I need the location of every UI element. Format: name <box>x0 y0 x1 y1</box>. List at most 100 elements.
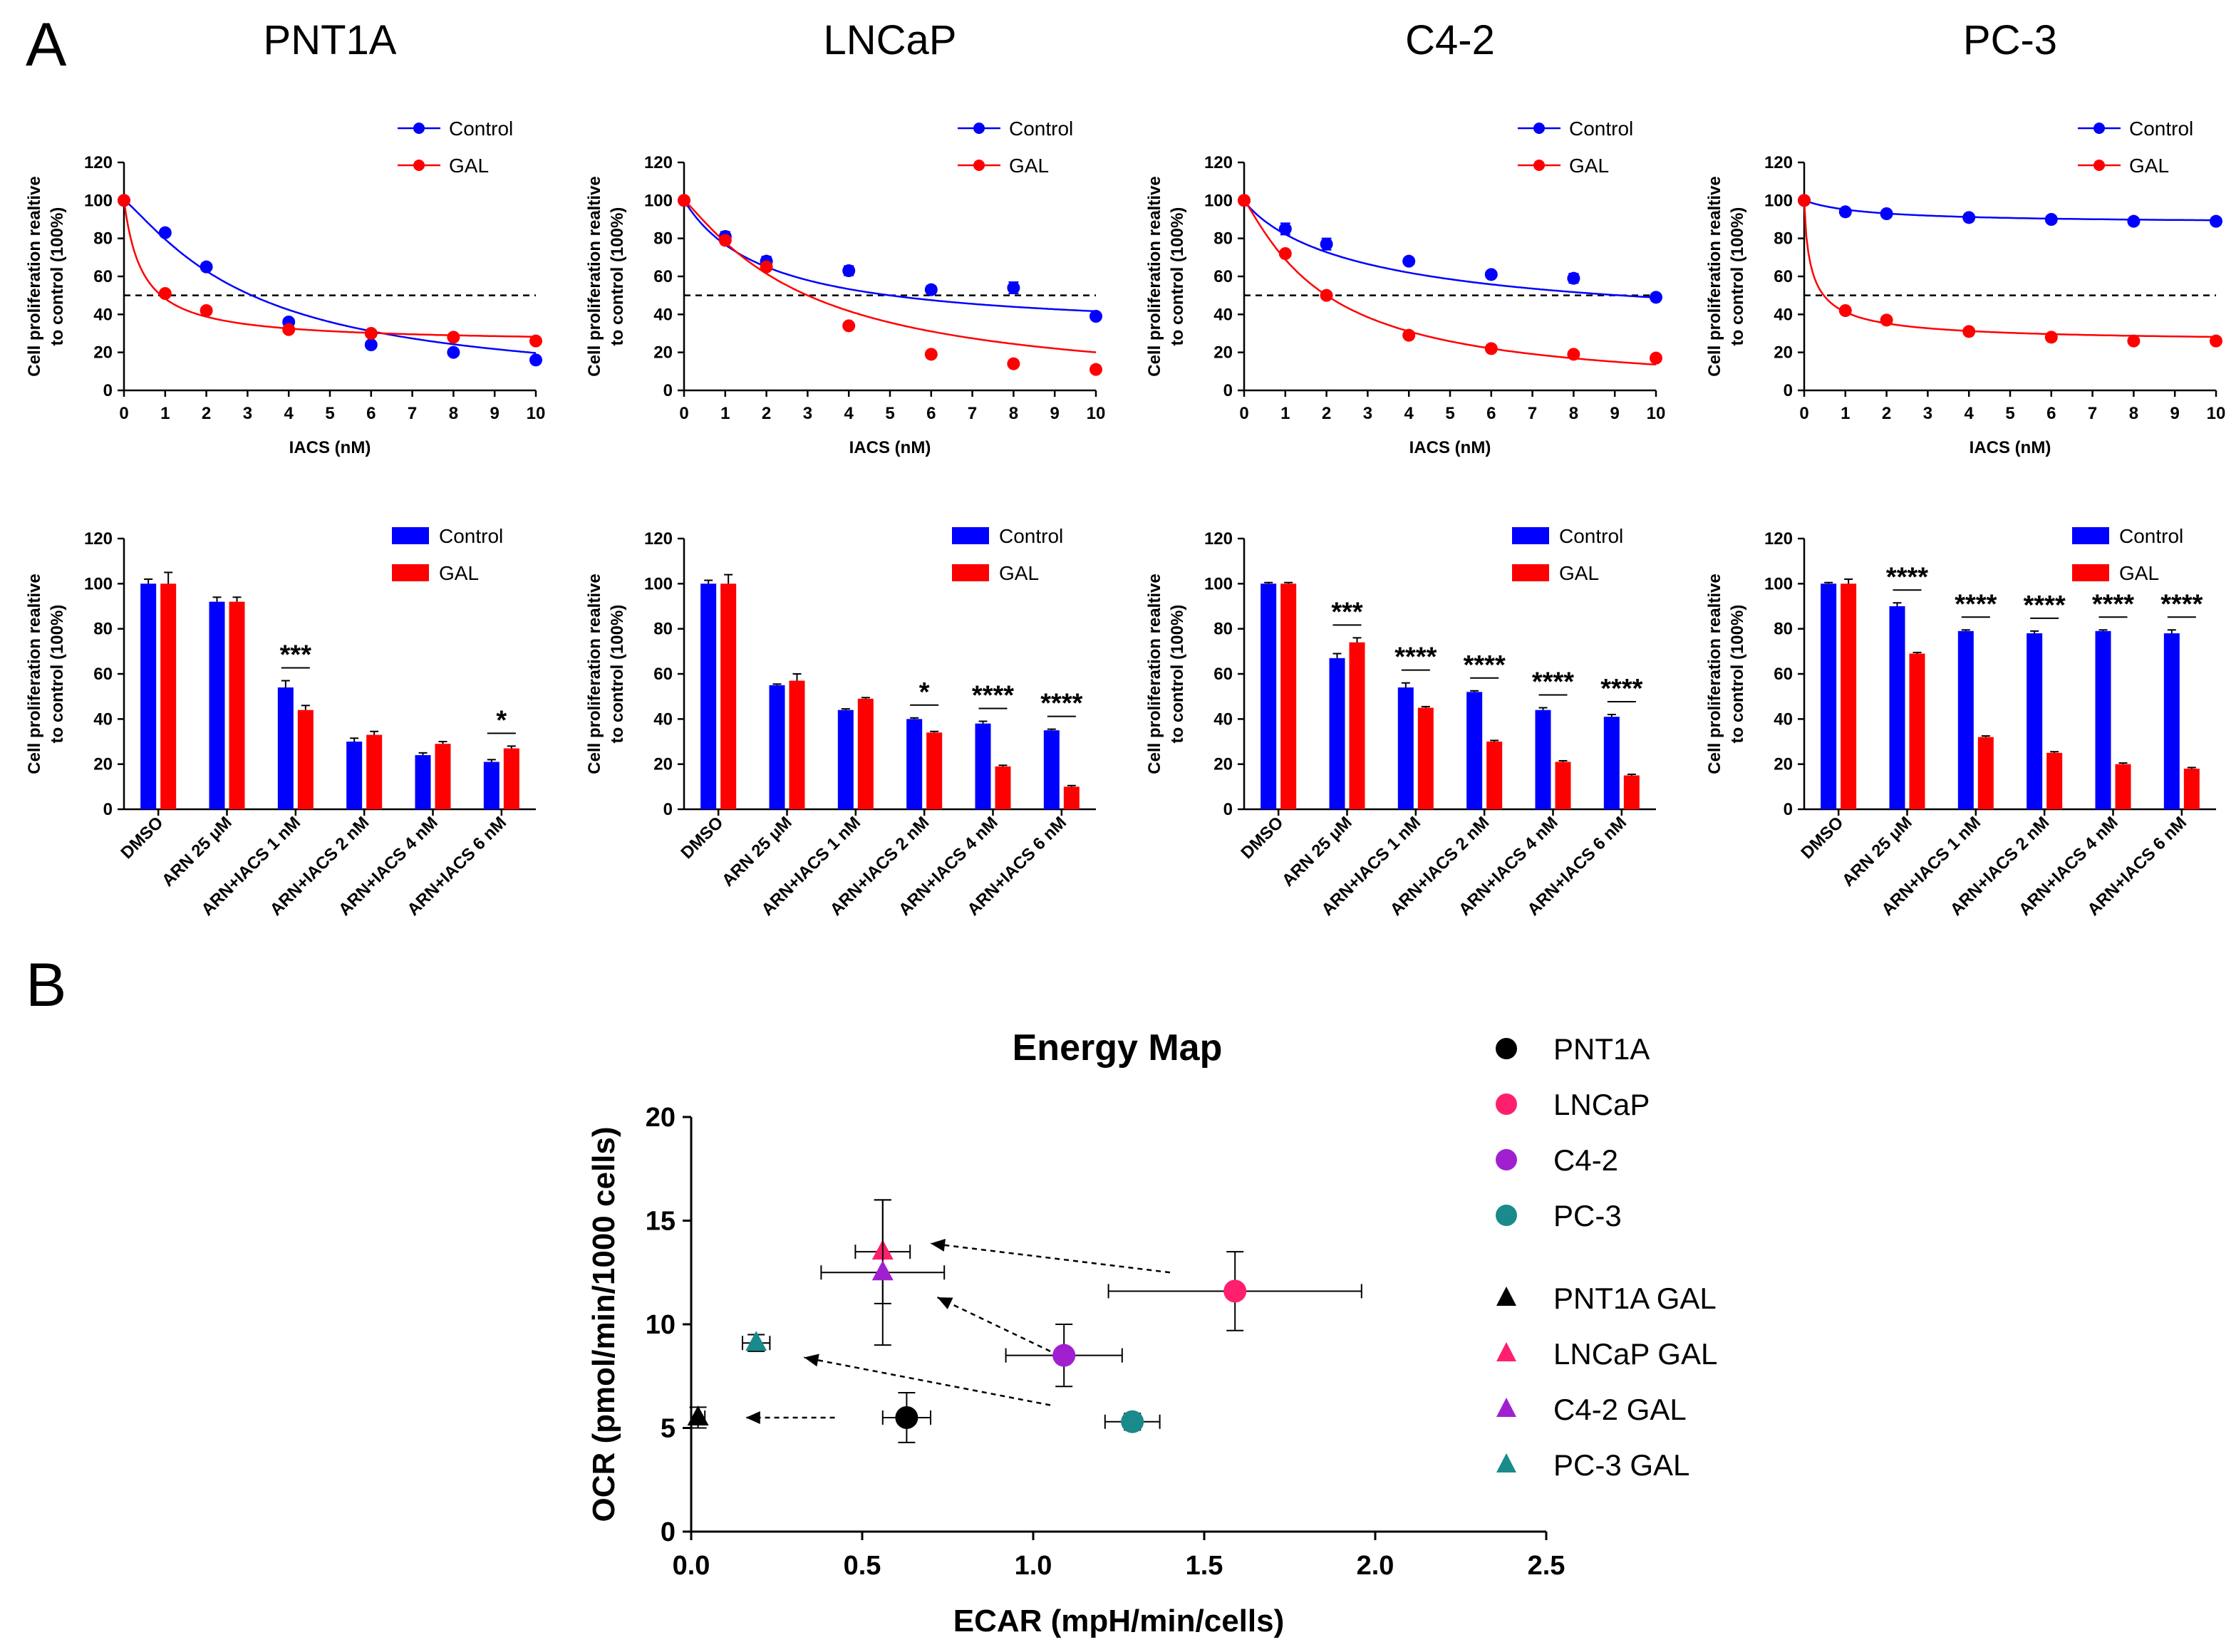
y-axis-label: OCR (pmol/min/1000 cells) <box>586 1126 621 1522</box>
data-point-control <box>1567 271 1580 285</box>
x-tick-label: 5 <box>2005 404 2014 423</box>
y-tick-label: 120 <box>644 153 673 172</box>
shift-arrow-head <box>937 1297 953 1309</box>
legend-swatch-gal <box>392 564 429 581</box>
y-tick-label: 80 <box>1213 229 1233 249</box>
bar-gal <box>229 601 245 809</box>
x-tick-label: 5 <box>325 404 334 423</box>
x-tick-label: 0 <box>1239 404 1248 423</box>
y-axis-label-line2: to control (100%) <box>1168 207 1187 346</box>
y-tick-label: 20 <box>1774 343 1793 363</box>
fit-curve-control <box>1803 199 2217 222</box>
y-tick-label: 80 <box>653 229 673 249</box>
x-tick-label: 7 <box>968 404 977 423</box>
y-tick-label: 60 <box>93 665 113 684</box>
data-point-gal <box>1402 328 1416 342</box>
x-tick-label: 2.5 <box>1528 1551 1565 1581</box>
bar-control <box>415 755 431 809</box>
y-tick-label: 20 <box>646 1103 676 1133</box>
panel-label-b: B <box>26 951 66 1019</box>
significance-stars: **** <box>1040 689 1082 719</box>
y-tick-label: 100 <box>1764 574 1793 593</box>
legend-label-lncap-gal: LNCaP GAL <box>1553 1337 1717 1371</box>
bar-control <box>906 719 923 809</box>
bar-gal <box>1909 653 1925 809</box>
data-point-gal <box>282 323 296 336</box>
legend-label-pc-3-gal: PC-3 GAL <box>1553 1448 1689 1482</box>
bar-control <box>2027 633 2043 809</box>
significance-stars: **** <box>1955 589 1997 619</box>
x-tick-label: 8 <box>2129 404 2138 423</box>
chart-title: LNCaP <box>824 17 957 63</box>
bar-gal <box>435 744 451 809</box>
y-axis-label-line2: to control (100%) <box>608 207 627 346</box>
data-point-gal <box>2044 331 2058 344</box>
data-point-control <box>1880 207 1893 220</box>
legend-swatch-gal <box>1512 564 1549 581</box>
legend-marker-c4-2 <box>1496 1149 1517 1170</box>
legend-marker-pc-3 <box>1496 1205 1517 1226</box>
legend-label-c4-2: C4-2 <box>1553 1143 1618 1177</box>
x-tick-label: 7 <box>2088 404 2097 423</box>
y-tick-label: 60 <box>93 267 113 286</box>
y-tick-label: 60 <box>1774 665 1793 684</box>
legend-label-control: Control <box>439 525 503 547</box>
significance-stars: *** <box>280 640 312 670</box>
y-tick-label: 80 <box>1213 620 1233 639</box>
legend-marker-gal <box>973 160 985 171</box>
data-point-gal <box>200 304 213 317</box>
significance-stars: **** <box>2160 589 2203 619</box>
bar-gal <box>2115 764 2131 809</box>
x-tick-label: 6 <box>1486 404 1496 423</box>
y-axis-label: Cell proliferation realtive to control (1… <box>1705 573 1747 774</box>
y-axis-label-line1: Cell proliferation realtive <box>585 573 604 774</box>
legend-swatch-gal <box>952 564 989 581</box>
legend-label-gal: GAL <box>2129 155 2169 177</box>
bar-gal <box>2046 752 2063 809</box>
x-tick-label: 10 <box>527 404 546 423</box>
significance-stars: *** <box>1331 597 1363 627</box>
y-axis-label-line1: Cell proliferation realtive <box>585 176 604 376</box>
significance-stars: **** <box>2092 589 2134 619</box>
bar-chart-pc-3: 0 20 40 60 80 100 120 Cell proliferation realti… <box>1705 525 2216 920</box>
point-pnt1a <box>895 1406 918 1429</box>
y-tick-label: 100 <box>1204 574 1233 593</box>
data-point-control <box>1278 222 1292 236</box>
bar-chart-lncap: 0 20 40 60 80 100 120 Cell proliferation realti… <box>585 525 1096 920</box>
y-tick-label: 20 <box>653 343 673 363</box>
point-pc-3-gal <box>745 1331 767 1351</box>
fit-curve-gal <box>683 199 1097 353</box>
y-tick-label: 40 <box>1213 305 1233 324</box>
y-tick-label: 80 <box>653 620 673 639</box>
significance-stars: **** <box>2024 591 2066 620</box>
category-label: DMSO <box>1797 813 1847 863</box>
legend-marker-lncap-gal <box>1496 1342 1516 1361</box>
data-point-gal <box>1567 348 1580 361</box>
data-point-gal <box>447 331 460 344</box>
y-tick-label: 40 <box>1213 710 1233 729</box>
data-point-gal <box>678 194 690 207</box>
point-pnt1a-gal <box>687 1405 709 1425</box>
y-tick-label: 80 <box>93 620 113 639</box>
bar-control <box>209 601 225 809</box>
x-tick-label: 2 <box>762 404 771 423</box>
y-axis-label-line1: Cell proliferation realtive <box>1145 573 1164 774</box>
bar-gal <box>1841 583 1857 809</box>
bar-control <box>1957 630 1974 809</box>
x-tick-label: 6 <box>926 404 936 423</box>
point-pc-3 <box>1121 1410 1144 1433</box>
x-tick-label: 1 <box>1841 404 1850 423</box>
y-axis-label-line1: Cell proliferation realtive <box>1705 176 1724 376</box>
bar-gal <box>1977 737 1994 809</box>
x-tick-label: 2 <box>1322 404 1331 423</box>
significance-stars: **** <box>1886 562 1928 592</box>
y-tick-label: 120 <box>84 153 113 172</box>
legend-label-pnt1a-gal: PNT1A GAL <box>1553 1282 1717 1315</box>
bar-control <box>1535 710 1551 809</box>
y-tick-label: 120 <box>1764 153 1793 172</box>
x-axis-label: IACS (nM) <box>289 438 371 457</box>
y-tick-label: 20 <box>1774 755 1793 774</box>
x-tick-label: 8 <box>1009 404 1018 423</box>
bar-gal <box>1555 762 1571 809</box>
